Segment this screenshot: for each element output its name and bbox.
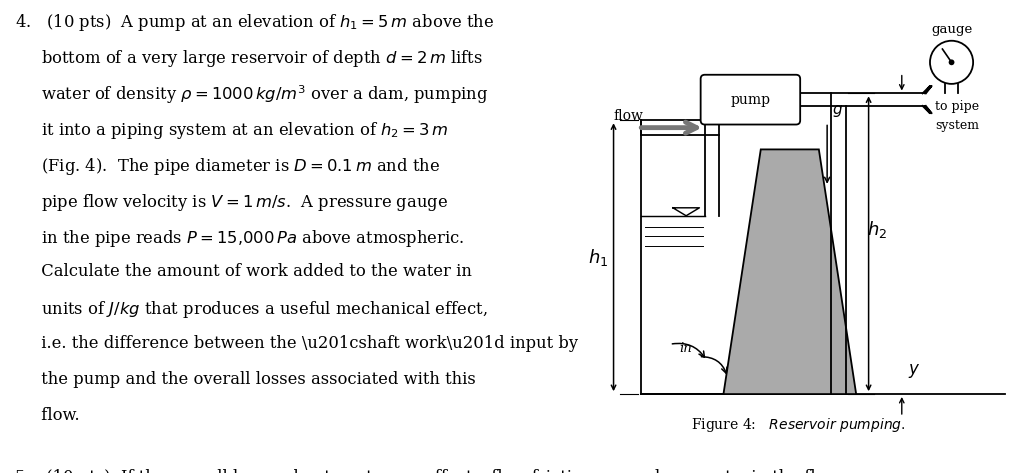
Text: the pump and the overall losses associated with this: the pump and the overall losses associat… — [15, 371, 476, 388]
Circle shape — [948, 60, 954, 65]
Text: Calculate the amount of work added to the water in: Calculate the amount of work added to th… — [15, 263, 472, 280]
Text: to pipe: to pipe — [935, 100, 979, 113]
FancyBboxPatch shape — [700, 75, 800, 124]
Text: flow: flow — [613, 109, 643, 123]
Text: i.e. the difference between the \u201cshaft work\u201d input by: i.e. the difference between the \u201csh… — [15, 335, 579, 352]
Text: $h_2$: $h_2$ — [866, 219, 887, 240]
Text: 4.   (10 pts)  A pump at an elevation of $h_1 = 5\,m$ above the: 4. (10 pts) A pump at an elevation of $h… — [15, 12, 495, 33]
Text: (Fig. 4).  The pipe diameter is $D = 0.1\,m$ and the: (Fig. 4). The pipe diameter is $D = 0.1\… — [15, 156, 440, 176]
Text: Figure 4:   $\it{Reservoir\ pumping.}$: Figure 4: $\it{Reservoir\ pumping.}$ — [691, 416, 905, 434]
Polygon shape — [723, 149, 856, 394]
Text: gauge: gauge — [931, 23, 972, 36]
Text: in: in — [680, 342, 692, 355]
Text: pipe flow velocity is $V = 1\,m/s$.  A pressure gauge: pipe flow velocity is $V = 1\,m/s$. A pr… — [15, 192, 449, 212]
Text: bottom of a very large reservoir of depth $d = 2\,m$ lifts: bottom of a very large reservoir of dept… — [15, 48, 483, 69]
Text: $g$: $g$ — [833, 103, 843, 119]
Text: it into a piping system at an elevation of $h_2 = 3\,m$: it into a piping system at an elevation … — [15, 120, 449, 140]
Text: system: system — [935, 119, 979, 132]
Text: units of $J/kg$ that produces a useful mechanical effect,: units of $J/kg$ that produces a useful m… — [15, 299, 488, 320]
Text: water of density $\rho = 1000\,kg/m^3$ over a dam, pumping: water of density $\rho = 1000\,kg/m^3$ o… — [15, 84, 488, 106]
Text: 5.   (10 pts)  If the overall losses due to entrance effects, flow friction, pum: 5. (10 pts) If the overall losses due to… — [15, 469, 840, 473]
Text: $y$: $y$ — [908, 362, 921, 380]
Text: in the pipe reads $P = 15{,}000\,Pa$ above atmospheric.: in the pipe reads $P = 15{,}000\,Pa$ abo… — [15, 228, 465, 248]
Text: $h_1$: $h_1$ — [589, 247, 608, 268]
Text: pump: pump — [730, 93, 770, 106]
Text: flow.: flow. — [15, 407, 80, 424]
